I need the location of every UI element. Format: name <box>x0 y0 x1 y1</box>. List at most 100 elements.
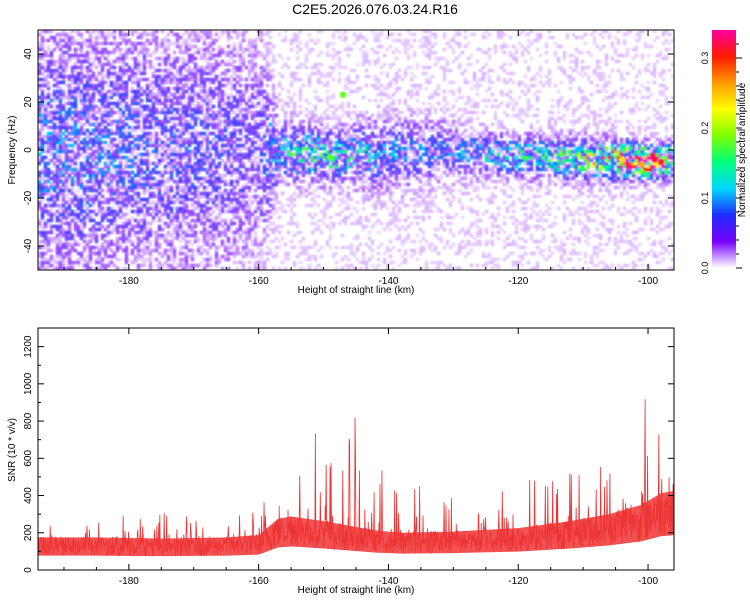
heatmap-cell <box>73 164 78 169</box>
heatmap-cell <box>88 179 93 184</box>
heatmap-cell <box>79 50 84 55</box>
heatmap-cell <box>331 92 336 97</box>
heatmap-cell <box>58 170 63 175</box>
heatmap-cell <box>61 92 66 97</box>
heatmap-cell <box>91 122 96 127</box>
heatmap-cell <box>91 185 96 190</box>
heatmap-cell <box>61 254 66 259</box>
heatmap-cell <box>43 155 48 160</box>
heatmap-cell <box>67 89 72 94</box>
heatmap-cell <box>76 53 81 58</box>
heatmap-cell <box>40 101 45 106</box>
heatmap-cell <box>79 131 84 136</box>
heatmap-cell <box>88 95 93 100</box>
heatmap-cell <box>58 155 63 160</box>
heatmap-cell <box>280 224 285 229</box>
heatmap-cell <box>76 233 81 238</box>
heatmap-cell <box>76 131 81 136</box>
heatmap-cell <box>88 134 93 139</box>
heatmap-cell <box>58 221 63 226</box>
heatmap-cell <box>46 47 51 52</box>
heatmap-cell <box>298 230 303 235</box>
heatmap-cell <box>64 194 69 199</box>
heatmap-cell <box>40 119 45 124</box>
heatmap-cell <box>61 251 66 256</box>
heatmap-cell <box>88 170 93 175</box>
heatmap-cell <box>49 137 54 142</box>
heatmap-cell <box>61 65 66 70</box>
heatmap-cell <box>79 179 84 184</box>
heatmap-cell <box>82 65 87 70</box>
heatmap-cell <box>70 53 75 58</box>
heatmap-cell <box>61 62 66 67</box>
heatmap-cell <box>46 53 51 58</box>
heatmap-cell <box>49 152 54 157</box>
heatmap-cell <box>76 197 81 202</box>
heatmap-cell <box>70 263 75 268</box>
heatmap-cell <box>85 161 90 166</box>
heatmap-cell <box>55 173 60 178</box>
heatmap-cell <box>38 104 42 109</box>
heatmap-cell <box>91 137 96 142</box>
heatmap-cell <box>319 254 324 259</box>
heatmap-cell <box>76 119 81 124</box>
heatmap-cell <box>91 98 96 103</box>
heatmap-cell <box>61 212 66 217</box>
heatmap-cell <box>292 260 297 265</box>
heatmap-cell <box>268 35 273 40</box>
heatmap-cell <box>76 32 81 37</box>
heatmap-cell <box>67 227 72 232</box>
heatmap-cell <box>316 38 321 43</box>
heatmap-cell <box>46 209 51 214</box>
heatmap-cell <box>55 194 60 199</box>
heatmap-cell <box>55 68 60 73</box>
heatmap-cell <box>298 77 303 82</box>
heatmap-cell <box>88 215 93 220</box>
heatmap-cell <box>40 266 45 270</box>
heatmap-cell <box>274 191 279 196</box>
heatmap-cell <box>64 209 69 214</box>
heatmap-cell <box>40 116 45 121</box>
heatmap-cell <box>286 230 291 235</box>
heatmap-cell <box>43 185 48 190</box>
heatmap-cell <box>268 248 273 253</box>
heatmap-cell <box>61 125 66 130</box>
heatmap-cell <box>82 197 87 202</box>
heatmap-cell <box>79 194 84 199</box>
heatmap-cell <box>79 125 84 130</box>
heatmap-cell <box>46 230 51 235</box>
heatmap-cell <box>76 203 81 208</box>
heatmap-cell <box>73 47 78 52</box>
heatmap-cell <box>325 89 330 94</box>
heatmap-cell <box>76 155 81 160</box>
heatmap-cell <box>73 239 78 244</box>
heatmap-cell <box>55 263 60 268</box>
heatmap-cell <box>49 143 54 148</box>
heatmap-cell <box>85 65 90 70</box>
heatmap-cell <box>76 230 81 235</box>
heatmap-cell <box>70 233 75 238</box>
heatmap-cell <box>73 92 78 97</box>
heatmap-cell <box>58 116 63 121</box>
heatmap-cell <box>40 143 45 148</box>
heatmap-cell <box>46 179 51 184</box>
heatmap-cell <box>76 146 81 151</box>
heatmap-cell <box>67 212 72 217</box>
heatmap-cell <box>82 191 87 196</box>
heatmap-cell <box>67 131 72 136</box>
heatmap-cell <box>40 197 45 202</box>
heatmap-cell <box>337 56 342 61</box>
heatmap-cell <box>49 227 54 232</box>
heatmap-cell <box>46 158 51 163</box>
heatmap-cell <box>64 155 69 160</box>
heatmap-cell <box>88 227 93 232</box>
heatmap-cell <box>70 125 75 130</box>
heatmap-cell <box>91 89 96 94</box>
heatmap-cell <box>46 74 51 79</box>
heatmap-cell <box>55 197 60 202</box>
heatmap-cell <box>67 74 72 79</box>
heatmap-cell <box>193 230 198 235</box>
heatmap-cell <box>38 230 42 235</box>
heatmap-cell <box>55 86 60 91</box>
heatmap-cell <box>70 212 75 217</box>
